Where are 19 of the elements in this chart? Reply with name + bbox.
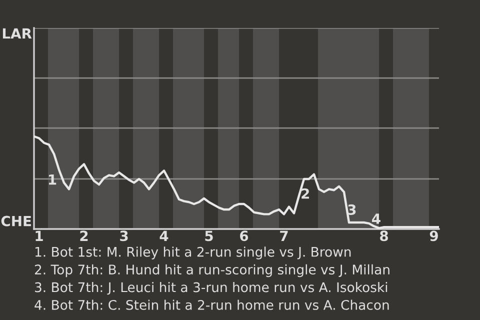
x-tick-label: 7 (280, 230, 288, 241)
x-tick-label: 3 (120, 230, 128, 242)
text: 3. Bot 7th: J. Leuci hit a 3-run home run vs A. Isokoski (35, 282, 388, 295)
x-tick-label: 8 (380, 230, 388, 242)
x-tick-label: 6 (240, 230, 248, 242)
text: 1. Bot 1st: M. Riley hit a 2-run single vs J. Brown (35, 246, 351, 260)
annotation: 3 (348, 204, 356, 215)
x-tick-label: 1 (36, 230, 43, 241)
x-tick-label: 5 (205, 230, 213, 242)
x-tick-label: 9 (430, 230, 438, 242)
text: 2. Top 7th: B. Hund hit a run-scoring single vs J. Millan (34, 264, 390, 278)
x-tick-label: 2 (80, 230, 88, 241)
annotation: 1 (48, 174, 56, 185)
text: LAR (2, 28, 32, 39)
x-tick-label: 4 (160, 230, 168, 241)
annotation: 2 (302, 188, 309, 199)
annotation: 4 (372, 214, 380, 224)
text: 4. Bot 7th: C. Stein hit a 2-run home run vs A. Chacon (34, 300, 389, 310)
text: CHE (1, 216, 31, 226)
